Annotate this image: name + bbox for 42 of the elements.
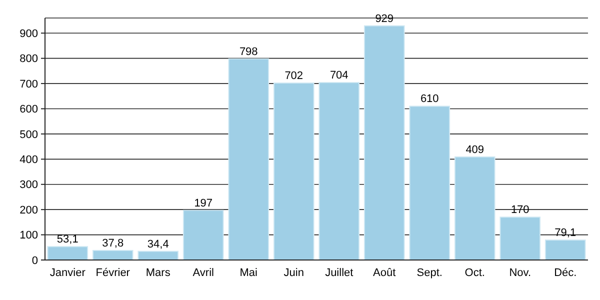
bar (454, 156, 496, 260)
y-tick-label: 0 (32, 254, 38, 267)
x-tick-label: Oct. (464, 267, 485, 279)
y-tick-label: 800 (20, 53, 38, 66)
bar (544, 240, 586, 260)
bar (409, 106, 450, 260)
data-label: 37,8 (102, 237, 124, 250)
bar (273, 82, 314, 260)
y-tick-label: 900 (20, 28, 38, 40)
x-tick-label: Mai (240, 267, 258, 279)
x-tick-label: Sept. (416, 267, 442, 279)
data-label: 702 (284, 70, 304, 82)
x-tick-label: Juillet (325, 267, 354, 279)
y-tick-label: 300 (20, 179, 38, 192)
y-tick-label: 100 (20, 230, 38, 242)
data-label: 53,1 (56, 234, 78, 246)
data-label: 197 (194, 197, 213, 210)
data-label: 409 (466, 144, 484, 156)
bar (182, 210, 224, 260)
data-label: 34,4 (147, 238, 169, 250)
data-label: 704 (330, 70, 348, 82)
data-label: 610 (420, 93, 439, 106)
y-tick-label: 400 (20, 154, 38, 166)
x-tick-label: Janvier (50, 267, 86, 279)
bar (92, 250, 134, 260)
x-tick-label: Déc. (554, 267, 577, 279)
y-tick-label: 600 (20, 104, 38, 116)
x-tick-label: Février (96, 267, 130, 279)
x-tick-label: Nov. (509, 267, 532, 279)
y-tick-label: 700 (20, 78, 38, 90)
bar (228, 58, 270, 260)
bar (500, 216, 541, 260)
y-tick-label: 500 (20, 128, 38, 141)
bar (364, 25, 405, 260)
bar (318, 82, 360, 260)
x-tick-label: Avril (192, 267, 214, 279)
y-tick-label: 200 (20, 204, 38, 216)
x-tick-label: Août (373, 267, 396, 279)
data-label: 798 (239, 46, 258, 58)
bar (47, 246, 88, 260)
x-tick-label: Mars (146, 267, 171, 279)
x-tick-label: Juin (284, 267, 304, 279)
